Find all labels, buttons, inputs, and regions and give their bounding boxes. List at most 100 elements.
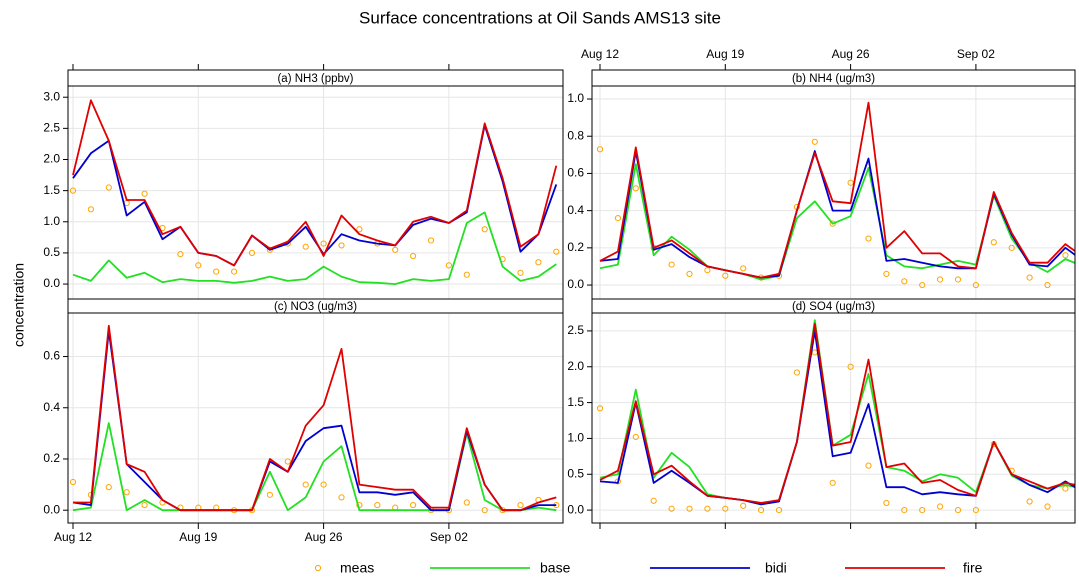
y-tick-label: 1.0 — [567, 431, 584, 445]
y-tick-label: 0.2 — [567, 240, 584, 254]
meas-point — [847, 179, 854, 186]
meas-point — [972, 506, 980, 514]
x-tick-label: Sep 02 — [957, 47, 995, 61]
meas-point — [248, 249, 256, 257]
meas-point — [302, 243, 309, 250]
y-tick-label: 1.5 — [567, 395, 584, 409]
meas-point — [517, 501, 524, 509]
meas-point — [883, 270, 890, 277]
meas-point — [338, 242, 345, 249]
meas-point — [740, 265, 747, 272]
legend-marker — [314, 564, 322, 572]
meas-point — [517, 269, 524, 276]
meas-point — [865, 235, 872, 242]
panel-border — [591, 85, 1076, 300]
meas-point — [668, 261, 675, 268]
series-line — [72, 99, 558, 267]
legend-label: fire — [963, 560, 983, 576]
meas-point — [937, 503, 944, 510]
meas-point — [847, 363, 854, 370]
meas-point — [793, 369, 801, 376]
meas-point — [213, 268, 220, 275]
meas-point — [1008, 244, 1015, 251]
y-tick-label: 3.0 — [43, 89, 60, 103]
meas-point — [320, 240, 327, 247]
meas-point — [284, 458, 291, 465]
series-line — [599, 319, 1075, 506]
meas-point — [954, 276, 962, 283]
chart-title: Surface concentrations at Oil Sands AMS1… — [359, 8, 721, 27]
meas-point — [69, 478, 77, 486]
meas-point — [632, 185, 639, 192]
meas-point — [481, 507, 488, 514]
x-tick-label: Aug 12 — [54, 530, 92, 544]
meas-point — [811, 349, 818, 356]
x-tick-label: Aug 26 — [305, 530, 343, 544]
series-line — [72, 124, 558, 267]
series-line — [599, 163, 1075, 281]
y-tick-label: 0.4 — [43, 400, 60, 414]
meas-point — [69, 187, 77, 194]
meas-point — [650, 497, 657, 504]
legend-label: bidi — [765, 560, 787, 576]
meas-point — [463, 271, 470, 278]
x-tick-label: Aug 12 — [581, 47, 619, 61]
y-tick-label: 2.0 — [43, 152, 60, 166]
meas-point — [87, 206, 95, 213]
legend-label: meas — [340, 560, 374, 576]
meas-point — [954, 506, 962, 514]
meas-point — [195, 262, 202, 269]
meas-point — [1044, 281, 1051, 289]
meas-point — [740, 502, 747, 509]
y-tick-label: 1.0 — [567, 91, 584, 105]
plot-area — [596, 319, 1075, 514]
meas-point — [901, 506, 908, 514]
meas-point — [338, 494, 345, 501]
series-line — [72, 211, 557, 285]
series-line — [73, 324, 557, 512]
meas-point — [1026, 274, 1033, 281]
meas-point — [919, 281, 926, 289]
meas-point — [410, 501, 417, 509]
meas-point — [356, 226, 363, 233]
meas-point — [463, 499, 470, 506]
meas-point — [374, 501, 381, 509]
meas-point — [865, 462, 872, 469]
meas-point — [829, 479, 836, 486]
meas-point — [758, 506, 765, 514]
meas-point — [427, 237, 435, 244]
y-tick-label: 2.5 — [567, 323, 584, 337]
series-line — [599, 101, 1075, 279]
y-tick-label: 1.5 — [43, 183, 60, 197]
y-tick-label: 0.5 — [43, 245, 60, 259]
series-line — [72, 422, 557, 512]
y-tick-label: 0.0 — [43, 502, 60, 516]
meas-point — [481, 226, 488, 233]
y-tick-label: 0.2 — [43, 451, 60, 465]
panel-border — [67, 312, 564, 524]
panel-title: (c) NO3 (ug/m3) — [274, 301, 357, 313]
x-tick-label: Aug 19 — [706, 47, 744, 61]
meas-point — [972, 281, 980, 289]
meas-point — [123, 489, 130, 496]
y-tick-label: 2.5 — [43, 121, 60, 135]
meas-point — [901, 278, 908, 285]
meas-point — [775, 506, 783, 514]
y-tick-label: 0.4 — [567, 203, 584, 217]
meas-point — [686, 270, 693, 277]
plot-area — [596, 101, 1075, 289]
panel-border — [591, 312, 1076, 524]
meas-point — [686, 505, 693, 512]
y-tick-label: 2.0 — [567, 359, 584, 373]
meas-point — [1044, 503, 1051, 510]
meas-point — [596, 405, 604, 412]
y-tick-label: 0.6 — [567, 166, 584, 180]
meas-point — [990, 239, 997, 246]
series-line — [599, 322, 1075, 504]
meas-point — [392, 246, 399, 253]
meas-point — [177, 251, 184, 258]
x-tick-label: Sep 02 — [430, 530, 468, 544]
y-tick-label: 0.8 — [567, 128, 584, 142]
